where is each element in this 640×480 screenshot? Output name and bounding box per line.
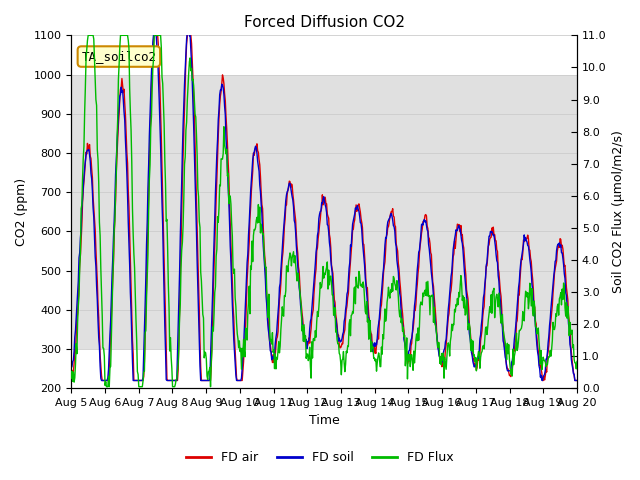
Y-axis label: Soil CO2 Flux (μmol/m2/s): Soil CO2 Flux (μmol/m2/s) — [612, 131, 625, 293]
Title: Forced Diffusion CO2: Forced Diffusion CO2 — [244, 15, 404, 30]
Legend: FD air, FD soil, FD Flux: FD air, FD soil, FD Flux — [181, 446, 459, 469]
Bar — [71, 74, 577, 349]
Text: TA_soilco2: TA_soilco2 — [81, 50, 156, 63]
Y-axis label: CO2 (ppm): CO2 (ppm) — [15, 178, 28, 246]
X-axis label: Time: Time — [308, 414, 339, 427]
